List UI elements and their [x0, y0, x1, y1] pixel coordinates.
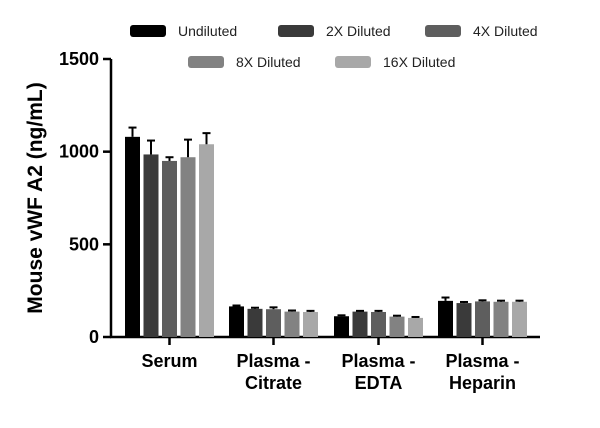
bar-undiluted-3	[438, 300, 453, 337]
y-tick-label-500: 500	[69, 234, 99, 254]
legend-swatch-8x-diluted	[188, 56, 224, 68]
bars	[125, 136, 527, 337]
y-tick-label-1500: 1500	[59, 49, 99, 69]
bar-16x-diluted-2	[408, 317, 423, 337]
bar-16x-diluted-0	[199, 144, 214, 337]
x-category-label-3: Plasma -Heparin	[445, 351, 519, 393]
bar-2x-diluted-0	[143, 154, 159, 337]
bar-8x-diluted-0	[180, 157, 196, 337]
bar-2x-diluted-2	[352, 311, 368, 337]
legend-label-undiluted: Undiluted	[178, 23, 237, 39]
bar-undiluted-2	[334, 316, 349, 337]
bar-4x-diluted-2	[371, 311, 386, 337]
y-axis-label: Mouse vWF A2 (ng/mL)	[24, 82, 47, 313]
bar-4x-diluted-0	[162, 160, 177, 337]
x-category-line: Plasma -	[445, 351, 519, 371]
x-category-label-2: Plasma -EDTA	[341, 351, 415, 393]
x-category-line: Plasma -	[236, 351, 310, 371]
legend-swatch-16x-diluted	[335, 56, 371, 68]
x-category-line: Serum	[141, 351, 197, 371]
legend-label-4x-diluted: 4X Diluted	[473, 23, 538, 39]
x-category-label-1: Plasma -Citrate	[236, 351, 310, 393]
legend-label-2x-diluted: 2X Diluted	[326, 23, 391, 39]
legend-swatch-2x-diluted	[278, 25, 314, 37]
legend-swatch-undiluted	[130, 25, 166, 37]
x-category-line: Plasma -	[341, 351, 415, 371]
error-bars	[128, 126, 524, 318]
x-category-line: Heparin	[449, 373, 516, 393]
legend-label-8x-diluted: 8X Diluted	[236, 54, 301, 70]
x-category-line: EDTA	[355, 373, 403, 393]
bar-2x-diluted-1	[247, 308, 263, 337]
bar-2x-diluted-3	[456, 303, 472, 337]
bar-undiluted-1	[229, 306, 244, 337]
y-tick-label-1000: 1000	[59, 142, 99, 162]
y-ticks: 0 500 1000 1500	[59, 49, 111, 347]
bar-8x-diluted-3	[493, 301, 509, 337]
legend-label-16x-diluted: 16X Diluted	[383, 54, 455, 70]
legend: Undiluted 2X Diluted 4X Diluted 8X Diluted 1…	[130, 23, 538, 70]
bar-8x-diluted-1	[284, 311, 300, 337]
legend-swatch-4x-diluted	[425, 25, 461, 37]
x-category-label-0: Serum	[141, 351, 197, 371]
y-tick-label-0: 0	[89, 327, 99, 347]
bar-16x-diluted-3	[512, 301, 527, 337]
bar-8x-diluted-2	[389, 316, 405, 337]
bar-4x-diluted-3	[475, 301, 490, 337]
bar-16x-diluted-1	[303, 311, 318, 337]
x-category-line: Citrate	[245, 373, 302, 393]
bar-undiluted-0	[125, 136, 140, 337]
bar-4x-diluted-1	[266, 309, 281, 337]
